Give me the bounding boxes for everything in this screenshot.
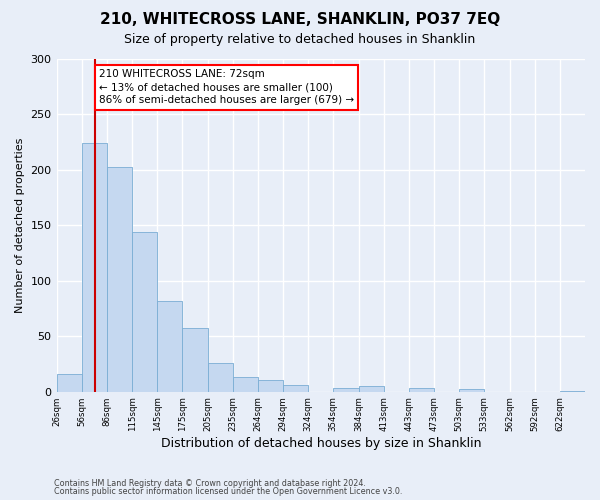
- Bar: [82, 144, 107, 392]
- Text: 210 WHITECROSS LANE: 72sqm
← 13% of detached houses are smaller (100)
86% of sem: 210 WHITECROSS LANE: 72sqm ← 13% of deta…: [99, 69, 354, 106]
- Bar: [157, 301, 182, 392]
- Bar: [233, 378, 258, 392]
- Bar: [560, 390, 585, 392]
- Bar: [132, 232, 157, 392]
- Y-axis label: Number of detached properties: Number of detached properties: [15, 138, 25, 313]
- Text: Contains HM Land Registry data © Crown copyright and database right 2024.: Contains HM Land Registry data © Crown c…: [54, 478, 366, 488]
- Bar: [258, 380, 283, 392]
- Bar: [409, 388, 434, 392]
- Bar: [208, 363, 233, 392]
- Bar: [182, 328, 208, 392]
- X-axis label: Distribution of detached houses by size in Shanklin: Distribution of detached houses by size …: [161, 437, 481, 450]
- Text: Size of property relative to detached houses in Shanklin: Size of property relative to detached ho…: [124, 32, 476, 46]
- Bar: [107, 166, 132, 392]
- Bar: [283, 385, 308, 392]
- Text: 210, WHITECROSS LANE, SHANKLIN, PO37 7EQ: 210, WHITECROSS LANE, SHANKLIN, PO37 7EQ: [100, 12, 500, 28]
- Bar: [334, 388, 359, 392]
- Bar: [56, 374, 82, 392]
- Bar: [459, 390, 484, 392]
- Bar: [359, 386, 383, 392]
- Text: Contains public sector information licensed under the Open Government Licence v3: Contains public sector information licen…: [54, 487, 403, 496]
